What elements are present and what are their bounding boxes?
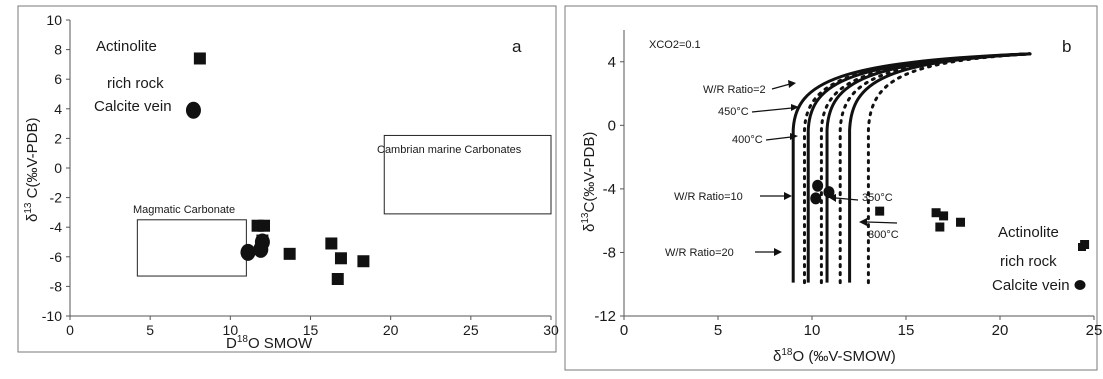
arrowhead-300c xyxy=(859,218,867,226)
y-tick-label: 4 xyxy=(608,54,616,71)
model-curve-dotted xyxy=(866,52,1032,285)
panel-b-ticks: 0 5 10 15 20 25 4 0 -4 -8 -12 xyxy=(594,54,1102,339)
x-tick-label: 0 xyxy=(66,322,74,338)
arrowhead-wr-ratio-20 xyxy=(774,248,782,256)
circle-marker xyxy=(810,192,822,205)
x-tick-label: 5 xyxy=(146,322,154,338)
panel-b-y-axis-title: δ13C(‰V-PDB) xyxy=(580,132,598,232)
legend-square-marker xyxy=(1078,243,1086,251)
y-tick-label: 10 xyxy=(46,12,62,28)
panel-b-model-curves xyxy=(791,52,1032,285)
annotation-350c: 350°C xyxy=(862,192,893,204)
square-marker xyxy=(334,252,347,265)
circle-marker xyxy=(240,243,256,261)
y-tick-label: -10 xyxy=(42,308,62,324)
arrow-350c xyxy=(835,197,859,201)
panel-a-legend-circle-label: Calcite vein xyxy=(94,98,172,115)
y-tick-label: 4 xyxy=(54,101,62,117)
y-tick-label: 6 xyxy=(54,71,62,87)
y-tick-label: -2 xyxy=(50,190,63,206)
model-curve-dotted xyxy=(819,52,1032,285)
arrowhead-350c xyxy=(828,194,836,202)
circle-marker xyxy=(823,186,835,199)
panel-a-region-label-cambrian: Cambrian marine Carbonates xyxy=(377,144,522,156)
panel-b-legend-square-line2: rich rock xyxy=(1000,253,1057,270)
x-tick-label: 10 xyxy=(804,322,821,339)
arrow-wr-ratio-2 xyxy=(771,83,791,90)
x-tick-label: 25 xyxy=(463,322,479,338)
square-marker xyxy=(331,273,344,285)
arrow-300c xyxy=(866,221,898,224)
annotation-wr-ratio-2: W/R Ratio=2 xyxy=(703,84,766,96)
panel-b-letter: b xyxy=(1062,37,1071,56)
x-tick-label: 15 xyxy=(898,322,915,339)
panel-b-legend-square-line1: Actinolite xyxy=(998,224,1059,241)
y-tick-label: -4 xyxy=(603,181,616,198)
annotation-300c: 300°C xyxy=(868,229,899,241)
x-tick-label: 10 xyxy=(223,322,239,338)
x-tick-label: 30 xyxy=(543,322,559,338)
y-tick-label: -12 xyxy=(594,308,616,325)
y-tick-label: 0 xyxy=(608,117,616,134)
square-marker xyxy=(193,52,206,65)
square-marker xyxy=(939,211,949,221)
panel-a-frame xyxy=(17,5,557,353)
y-tick-label: -8 xyxy=(50,278,63,294)
x-tick-label: 5 xyxy=(714,322,722,339)
y-tick-label: 2 xyxy=(54,130,62,146)
arrow-450c xyxy=(751,107,793,113)
panel-a-legend-square-line2: rich rock xyxy=(107,75,164,92)
y-tick-label: -4 xyxy=(50,219,63,235)
panel-a-letter: a xyxy=(512,37,522,56)
panel-b-points xyxy=(810,179,1090,290)
x-tick-label: 25 xyxy=(1086,322,1103,339)
x-tick-label: 0 xyxy=(620,322,628,339)
arrow-400c xyxy=(765,136,792,141)
y-tick-label: 0 xyxy=(54,160,62,176)
annotation-400c: 400°C xyxy=(732,134,763,146)
arrowhead-400c xyxy=(790,133,798,140)
square-marker xyxy=(931,208,941,218)
panel-a-points xyxy=(185,52,370,285)
panel-b-subtitle: XCO2=0.1 xyxy=(649,39,701,51)
region-box xyxy=(383,134,552,215)
square-marker xyxy=(258,219,271,232)
panel-a-y-axis-title: δ13 C(‰V-PDB) xyxy=(23,118,41,223)
arrowhead-450c xyxy=(791,104,799,111)
circle-marker xyxy=(185,101,201,119)
panel-b-chart: 0 5 10 15 20 25 4 0 -4 -8 -12 b XCO2=0.1 W/R Ratio… xyxy=(564,5,1102,371)
square-marker xyxy=(875,206,885,216)
arrowhead-wr-ratio-2 xyxy=(788,80,796,88)
square-marker xyxy=(283,247,296,260)
annotation-wr-ratio-10: W/R Ratio=10 xyxy=(674,191,743,203)
legend-circle-marker xyxy=(1074,280,1086,290)
circle-marker xyxy=(254,233,270,251)
panel-a-legend-square-line1: Actinolite xyxy=(96,38,157,55)
square-marker xyxy=(357,255,370,268)
square-marker xyxy=(956,217,966,227)
x-tick-label: 15 xyxy=(303,322,319,338)
annotation-450c: 450°C xyxy=(718,106,749,118)
y-tick-label: 8 xyxy=(54,42,62,58)
panel-a-x-axis-title: D18O SMOW xyxy=(226,334,313,352)
square-marker xyxy=(325,237,338,250)
circle-marker xyxy=(812,179,824,192)
y-tick-label: -8 xyxy=(603,244,616,261)
square-marker xyxy=(935,222,945,232)
panel-b-legend-circle-label: Calcite vein xyxy=(992,277,1070,294)
panel-a-region-label-magmatic: Magmatic Carbonate xyxy=(133,204,235,216)
panel-b-x-axis-title: δ18O (‰V-SMOW) xyxy=(773,347,896,365)
y-tick-label: -6 xyxy=(50,249,63,265)
annotation-wr-ratio-20: W/R Ratio=20 xyxy=(665,247,734,259)
x-tick-label: 20 xyxy=(383,322,399,338)
x-tick-label: 20 xyxy=(992,322,1009,339)
arrowhead-wr-ratio-10 xyxy=(784,192,792,200)
